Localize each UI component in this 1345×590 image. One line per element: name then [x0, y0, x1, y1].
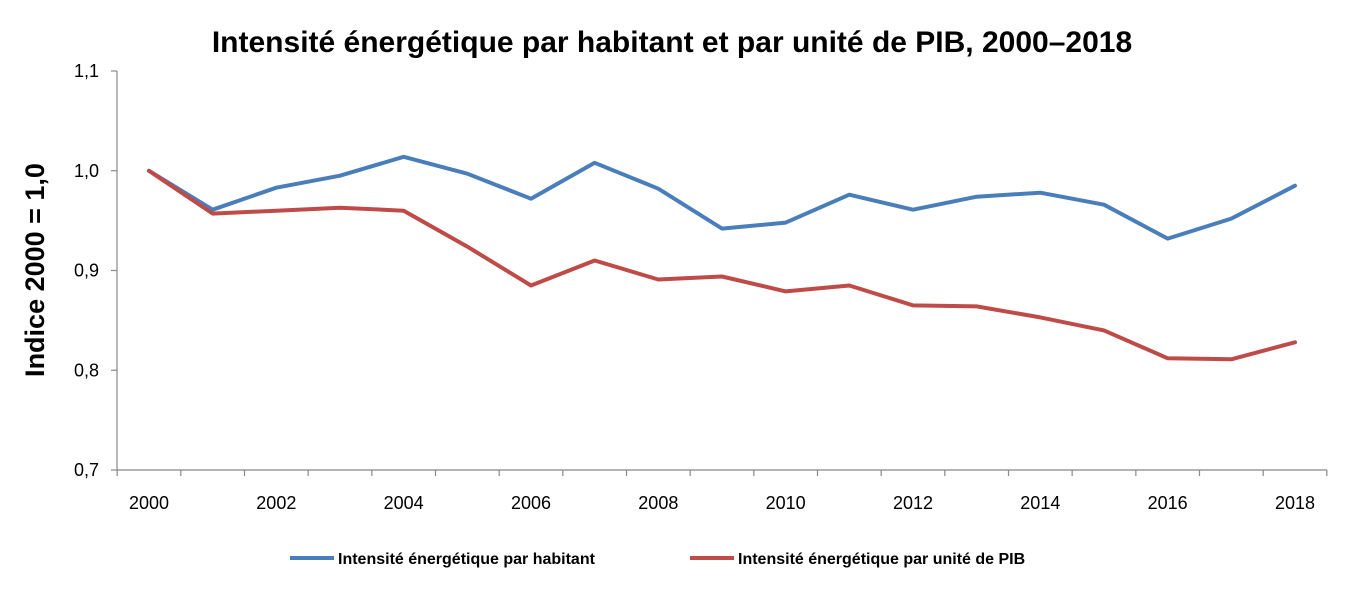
x-tick-label: 2002 [256, 493, 296, 513]
y-tick-label: 0,9 [74, 261, 99, 281]
y-tick-label: 1,1 [74, 61, 99, 81]
chart-title: Intensité énergétique par habitant et pa… [212, 26, 1132, 59]
x-tick-label: 2000 [129, 493, 169, 513]
x-tick-label: 2014 [1020, 493, 1060, 513]
x-tick-label: 2018 [1275, 493, 1315, 513]
series-line-1 [147, 154, 1297, 241]
x-tick-label: 2012 [893, 493, 933, 513]
series-line-2 [147, 168, 1297, 362]
y-tick-label: 0,7 [74, 460, 99, 480]
x-tick-label: 2006 [511, 493, 551, 513]
legend-label-1: Intensité énergétique par habitant [338, 551, 596, 568]
legend-label-2: Intensité énergétique par unité de PIB [738, 551, 1025, 568]
y-tick-label: 1,0 [74, 161, 99, 181]
x-tick-label: 2016 [1148, 493, 1188, 513]
x-tick-label: 2010 [766, 493, 806, 513]
y-tick-label: 0,8 [74, 360, 99, 380]
series-layer [147, 154, 1297, 362]
x-tick-label: 2008 [638, 493, 678, 513]
x-tick-label: 2004 [384, 493, 424, 513]
legend: Intensité énergétique par habitant Intens… [290, 551, 1025, 568]
axes: 0,7 0,8 0,9 1,0 1,1 2000 2002 2004 2006 2008 2010 2… [74, 61, 1328, 513]
y-axis-label: Indice 2000 = 1,0 [20, 163, 50, 377]
